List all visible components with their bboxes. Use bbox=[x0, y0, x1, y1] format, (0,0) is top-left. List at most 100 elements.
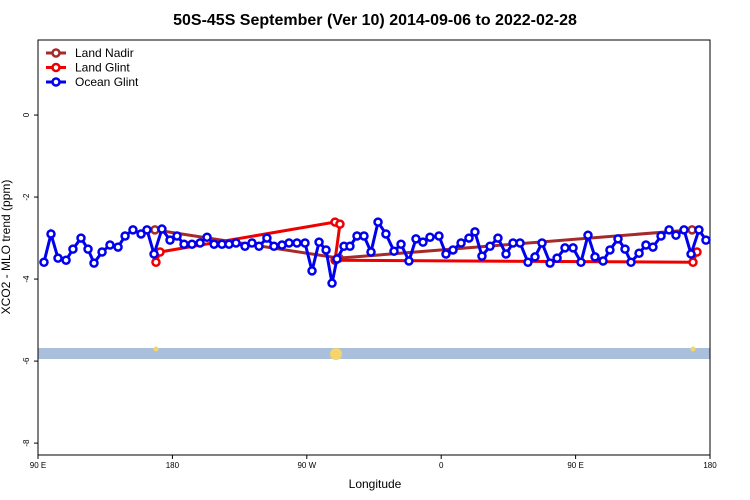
data-point bbox=[142, 225, 152, 235]
data-point bbox=[464, 233, 474, 243]
data-point bbox=[598, 256, 608, 266]
x-tick-label: 90 E bbox=[567, 461, 583, 470]
legend-label: Land Nadir bbox=[75, 46, 134, 60]
data-point bbox=[231, 238, 241, 248]
data-point bbox=[664, 225, 674, 235]
data-point bbox=[671, 230, 681, 240]
data-point bbox=[634, 248, 644, 258]
data-point bbox=[254, 241, 264, 252]
legend-marker bbox=[51, 62, 61, 73]
data-point bbox=[523, 257, 533, 268]
data-point bbox=[626, 257, 636, 268]
plot-frame bbox=[37, 39, 711, 456]
x-tick-label: 90 E bbox=[30, 461, 46, 470]
data-point bbox=[68, 244, 78, 254]
data-point bbox=[105, 240, 115, 250]
data-point bbox=[373, 217, 383, 227]
data-point bbox=[165, 235, 175, 245]
data-point bbox=[76, 233, 86, 243]
data-point bbox=[151, 257, 161, 268]
land-marker bbox=[690, 346, 696, 352]
data-point bbox=[157, 224, 167, 234]
data-point bbox=[240, 241, 250, 252]
data-point bbox=[560, 243, 570, 253]
x-tick-label: 180 bbox=[166, 461, 180, 470]
data-point bbox=[501, 249, 511, 259]
x-tick-label: 180 bbox=[703, 461, 717, 470]
data-point bbox=[411, 234, 421, 244]
data-point bbox=[679, 225, 689, 235]
data-point bbox=[247, 238, 257, 248]
y-tick-label: -8 bbox=[22, 439, 31, 447]
data-point bbox=[359, 231, 369, 241]
y-axis-label: XCO2 - MLO trend (ppm) bbox=[0, 180, 13, 315]
y-tick-label: -4 bbox=[22, 275, 31, 283]
legend-label: Ocean Glint bbox=[75, 75, 139, 89]
data-point bbox=[179, 239, 189, 249]
data-point bbox=[332, 254, 342, 264]
data-point bbox=[366, 247, 376, 257]
data-point bbox=[83, 244, 93, 254]
data-point bbox=[418, 237, 428, 247]
land-marker bbox=[330, 348, 342, 360]
data-point bbox=[515, 238, 525, 248]
data-point bbox=[537, 238, 547, 248]
data-point bbox=[470, 227, 480, 237]
data-point bbox=[694, 225, 704, 235]
data-point bbox=[448, 245, 458, 255]
data-point bbox=[172, 231, 182, 241]
y-tick-label: -2 bbox=[22, 193, 31, 201]
data-point bbox=[485, 241, 495, 252]
data-point bbox=[187, 239, 197, 249]
data-point bbox=[493, 233, 503, 243]
data-point bbox=[590, 252, 600, 262]
data-point bbox=[425, 232, 435, 242]
data-point bbox=[202, 232, 212, 242]
data-point bbox=[613, 234, 623, 244]
data-point bbox=[396, 239, 406, 249]
data-point bbox=[195, 238, 205, 248]
data-point bbox=[441, 249, 451, 259]
data-point bbox=[300, 238, 310, 248]
data-point bbox=[345, 241, 355, 252]
data-point bbox=[456, 238, 466, 248]
data-point bbox=[576, 257, 586, 268]
data-point bbox=[314, 237, 324, 247]
data-point bbox=[128, 225, 138, 235]
x-tick-label: 90 W bbox=[297, 461, 316, 470]
data-point bbox=[292, 238, 302, 248]
data-point bbox=[61, 255, 71, 265]
data-point bbox=[648, 242, 658, 252]
data-point bbox=[269, 241, 279, 252]
data-point bbox=[39, 257, 49, 268]
data-point bbox=[477, 251, 487, 261]
data-point bbox=[284, 238, 294, 248]
data-point bbox=[545, 258, 555, 268]
data-point bbox=[686, 249, 696, 259]
data-point bbox=[209, 239, 219, 249]
legend-label: Land Glint bbox=[75, 61, 130, 75]
land-marker bbox=[153, 346, 159, 352]
map-strip bbox=[38, 348, 710, 359]
x-axis-label: Longitude bbox=[349, 477, 402, 491]
legend-marker bbox=[51, 77, 61, 87]
data-point bbox=[620, 244, 630, 254]
data-point bbox=[381, 229, 391, 239]
data-point bbox=[97, 247, 107, 257]
data-point bbox=[552, 253, 562, 263]
chart-title: 50S-45S September (Ver 10) 2014-09-06 to… bbox=[173, 12, 577, 29]
data-point bbox=[701, 235, 711, 245]
data-point bbox=[113, 242, 123, 252]
data-point bbox=[307, 266, 317, 276]
data-point bbox=[404, 256, 414, 266]
data-point bbox=[136, 229, 146, 239]
y-tick-label: -6 bbox=[22, 357, 31, 365]
data-point bbox=[583, 230, 593, 240]
data-point bbox=[688, 257, 698, 268]
data-point bbox=[434, 231, 444, 241]
data-point bbox=[321, 245, 331, 255]
data-point bbox=[327, 278, 337, 288]
data-point bbox=[389, 246, 399, 256]
data-point bbox=[605, 245, 615, 255]
x-tick-label: 0 bbox=[439, 461, 444, 470]
